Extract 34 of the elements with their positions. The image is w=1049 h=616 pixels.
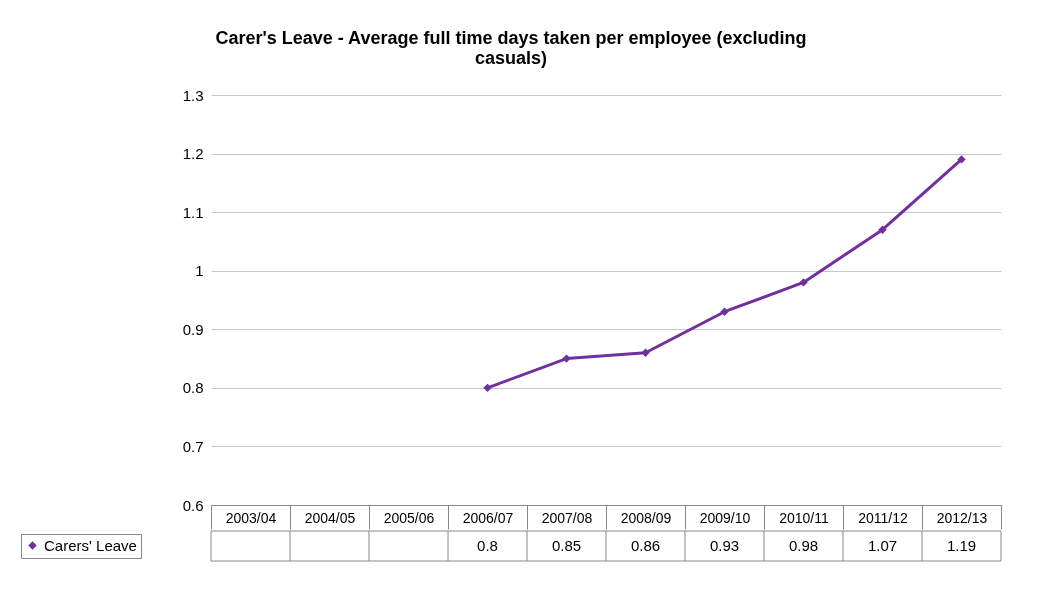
y-tick-label: 0.9: [182, 320, 204, 338]
x-tick-label: 2008/09: [620, 509, 672, 526]
point: [562, 354, 571, 363]
y-tick-label: 0.8: [182, 379, 204, 397]
y-tick-label: 1.2: [182, 145, 204, 163]
x-tick-label: 2007/08: [541, 509, 593, 526]
y-tick-label: 1: [195, 262, 204, 280]
point: [878, 225, 887, 234]
x-tick-label: 2006/07: [462, 509, 514, 526]
data-label: 0.86: [630, 537, 661, 554]
point: [483, 383, 492, 393]
x-tick-label: 2009/10: [699, 509, 751, 526]
x-tick-label: 2012/13: [936, 509, 988, 526]
x-tick-label: 2005/06: [383, 509, 435, 526]
chart-title: Carer's Leave - Average full time days taken per employee (excluding casuals): [215, 28, 807, 68]
y-tick-label: 1.3: [182, 86, 204, 104]
x-tick-label: 2003/04: [225, 509, 277, 526]
data-label: 0.8: [477, 537, 498, 554]
x-tick-label: 2011/12: [858, 509, 908, 526]
data-label: 1.07: [867, 537, 898, 554]
data-label: 0.85: [551, 537, 582, 554]
y-tick-label: 0.6: [182, 496, 204, 514]
y-tick-label: 1.1: [182, 203, 204, 221]
x-tick-label: 2010/11: [779, 509, 829, 526]
point: [720, 307, 729, 316]
point: [799, 278, 808, 287]
legend-label: Carers' Leave: [44, 536, 137, 554]
y-tick-label: 0.7: [182, 437, 204, 455]
point: [957, 155, 966, 164]
data-label: 1.19: [946, 537, 977, 554]
data-label: 0.93: [709, 537, 740, 554]
x-tick-label: 2004/05: [304, 509, 356, 526]
point: [641, 348, 650, 357]
data-label: 0.98: [788, 537, 819, 554]
